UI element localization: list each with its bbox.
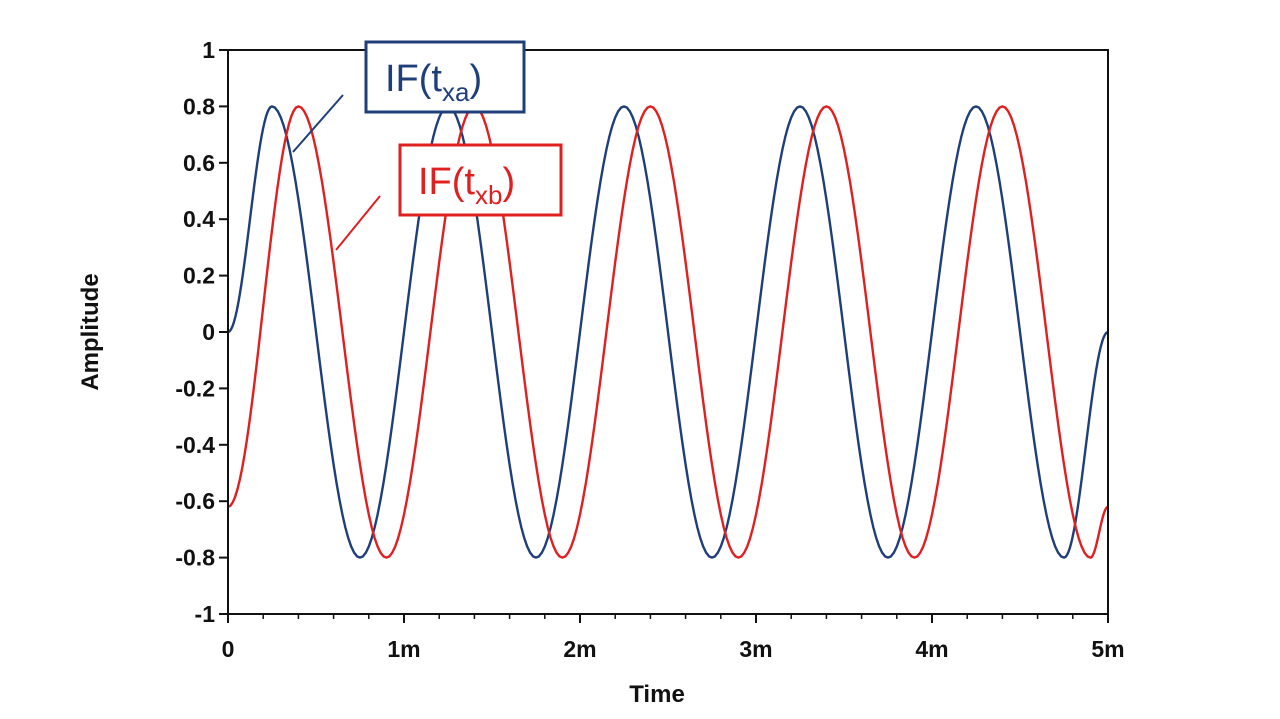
legend-leader-a: [292, 94, 344, 153]
legend-item-b: IF(txb): [335, 143, 563, 251]
y-tick-label: -1: [195, 601, 216, 627]
x-axis-title: Time: [629, 681, 685, 708]
y-axis-title: Amplitude: [77, 273, 104, 390]
legend-label-a-main: IF(t: [385, 58, 442, 100]
legend-label-b-main: IF(t: [418, 161, 475, 203]
legend-label-b-sub: xb: [475, 180, 502, 210]
x-tick-label: 0: [222, 636, 235, 662]
y-tick-label: 0.6: [183, 150, 215, 176]
legend-box-a: [364, 40, 526, 114]
legend-label-a-suffix: ): [469, 58, 482, 100]
x-tick-label: 1m: [387, 636, 420, 662]
x-tick-label: 3m: [739, 636, 772, 662]
y-tick-label: -0.6: [175, 488, 215, 514]
x-tick-label: 4m: [915, 636, 948, 662]
legend-item-a: IF(txa): [292, 40, 526, 153]
legend-box-b: [398, 143, 563, 217]
series-line-b: [227, 105, 1109, 559]
x-axis: 0 1m 2m 3m 4m 5m: [222, 614, 1125, 662]
y-tick-label: 0: [202, 319, 215, 345]
x-tick-label: 2m: [563, 636, 596, 662]
legend-label-b-suffix: ): [502, 161, 515, 203]
y-tick-label: 0.8: [183, 93, 215, 119]
y-tick-label: -0.4: [175, 432, 215, 458]
y-tick-label: 0.4: [183, 206, 215, 232]
legend-label-b: IF(txb): [418, 161, 515, 210]
legend-leader-b: [335, 195, 381, 251]
x-tick-label: 5m: [1091, 636, 1124, 662]
y-tick-label: -0.8: [175, 545, 215, 571]
series-line-a: [227, 105, 1109, 559]
y-tick-label: -0.2: [175, 375, 215, 401]
y-tick-label: 1: [202, 37, 215, 63]
legend-label-a: IF(txa): [385, 58, 482, 107]
series-layer: [227, 105, 1109, 559]
legend-label-a-sub: xa: [442, 77, 470, 107]
y-tick-label: 0.2: [183, 263, 215, 289]
y-axis: 1 0.8 0.6 0.4 0.2 0 -0.2 -0.4 -0.6 -0.8 -1: [175, 37, 228, 627]
